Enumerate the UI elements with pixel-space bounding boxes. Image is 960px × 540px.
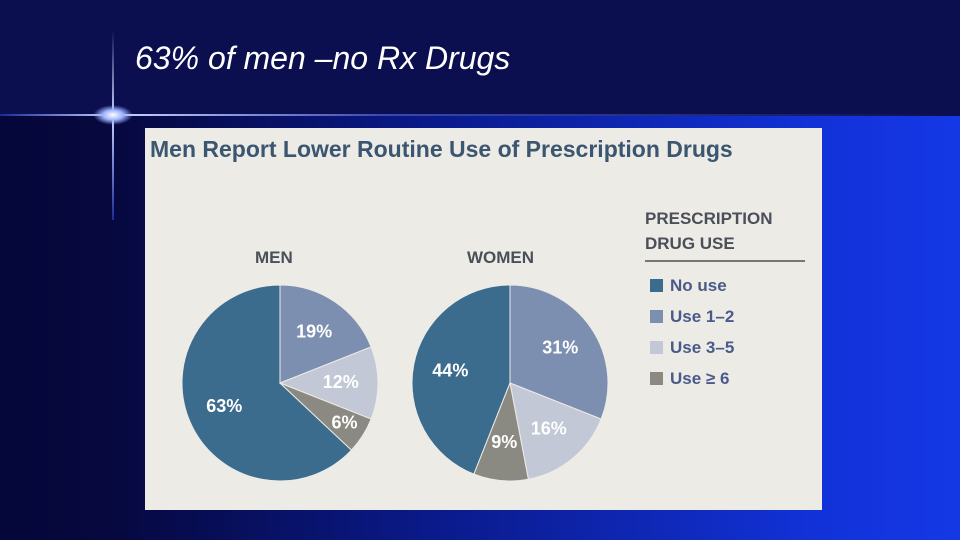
pie-title: MEN bbox=[255, 248, 293, 267]
header-band bbox=[0, 0, 960, 115]
legend-swatch bbox=[650, 310, 663, 323]
legend-label: Use 1–2 bbox=[670, 307, 735, 326]
data-label: 6% bbox=[332, 413, 358, 433]
decor-line bbox=[0, 114, 960, 116]
pie-slice bbox=[411, 284, 511, 475]
pie-slice bbox=[181, 284, 353, 482]
legend-entry: No use bbox=[650, 276, 727, 296]
pie-charts: 63% 19% 12% 6% 44% 31% 16% 9% bbox=[181, 284, 609, 482]
legend-entry: Use 3–5 bbox=[650, 338, 734, 358]
legend-title: PRESCRIPTION DRUG USE bbox=[645, 206, 805, 262]
data-label: 44% bbox=[432, 360, 468, 380]
legend-entry: Use 1–2 bbox=[650, 307, 734, 327]
legend-label: Use ≥ 6 bbox=[670, 369, 730, 388]
pie-slice bbox=[509, 382, 602, 480]
pie-slice bbox=[279, 284, 372, 384]
pie-slice bbox=[473, 381, 529, 482]
legend-swatch bbox=[650, 372, 663, 385]
data-label: 16% bbox=[531, 419, 567, 439]
data-label: 31% bbox=[542, 338, 578, 358]
decor-line bbox=[112, 30, 114, 220]
slide-title: 63% of men –no Rx Drugs bbox=[135, 40, 511, 76]
legend-label: Use 3–5 bbox=[670, 338, 735, 357]
legend-swatch bbox=[650, 341, 663, 354]
legend-swatch bbox=[650, 279, 663, 292]
data-label: 12% bbox=[323, 372, 359, 392]
figure: 63% 19% 12% 6% 44% 31% 16% 9% Men Report Lower … bbox=[145, 128, 822, 510]
legend-entry: Use ≥ 6 bbox=[650, 369, 729, 389]
pie-title: WOMEN bbox=[467, 248, 535, 267]
decor-glow bbox=[93, 105, 133, 125]
data-label: 9% bbox=[491, 432, 517, 452]
figure-title: Men Report Lower Routine Use of Prescrip… bbox=[150, 136, 733, 162]
data-label: 19% bbox=[296, 321, 332, 341]
pie-slice bbox=[509, 284, 609, 420]
pie-slice bbox=[278, 346, 379, 420]
legend-label: No use bbox=[670, 276, 727, 295]
pie-slice bbox=[279, 382, 372, 451]
data-label: 63% bbox=[206, 396, 242, 416]
